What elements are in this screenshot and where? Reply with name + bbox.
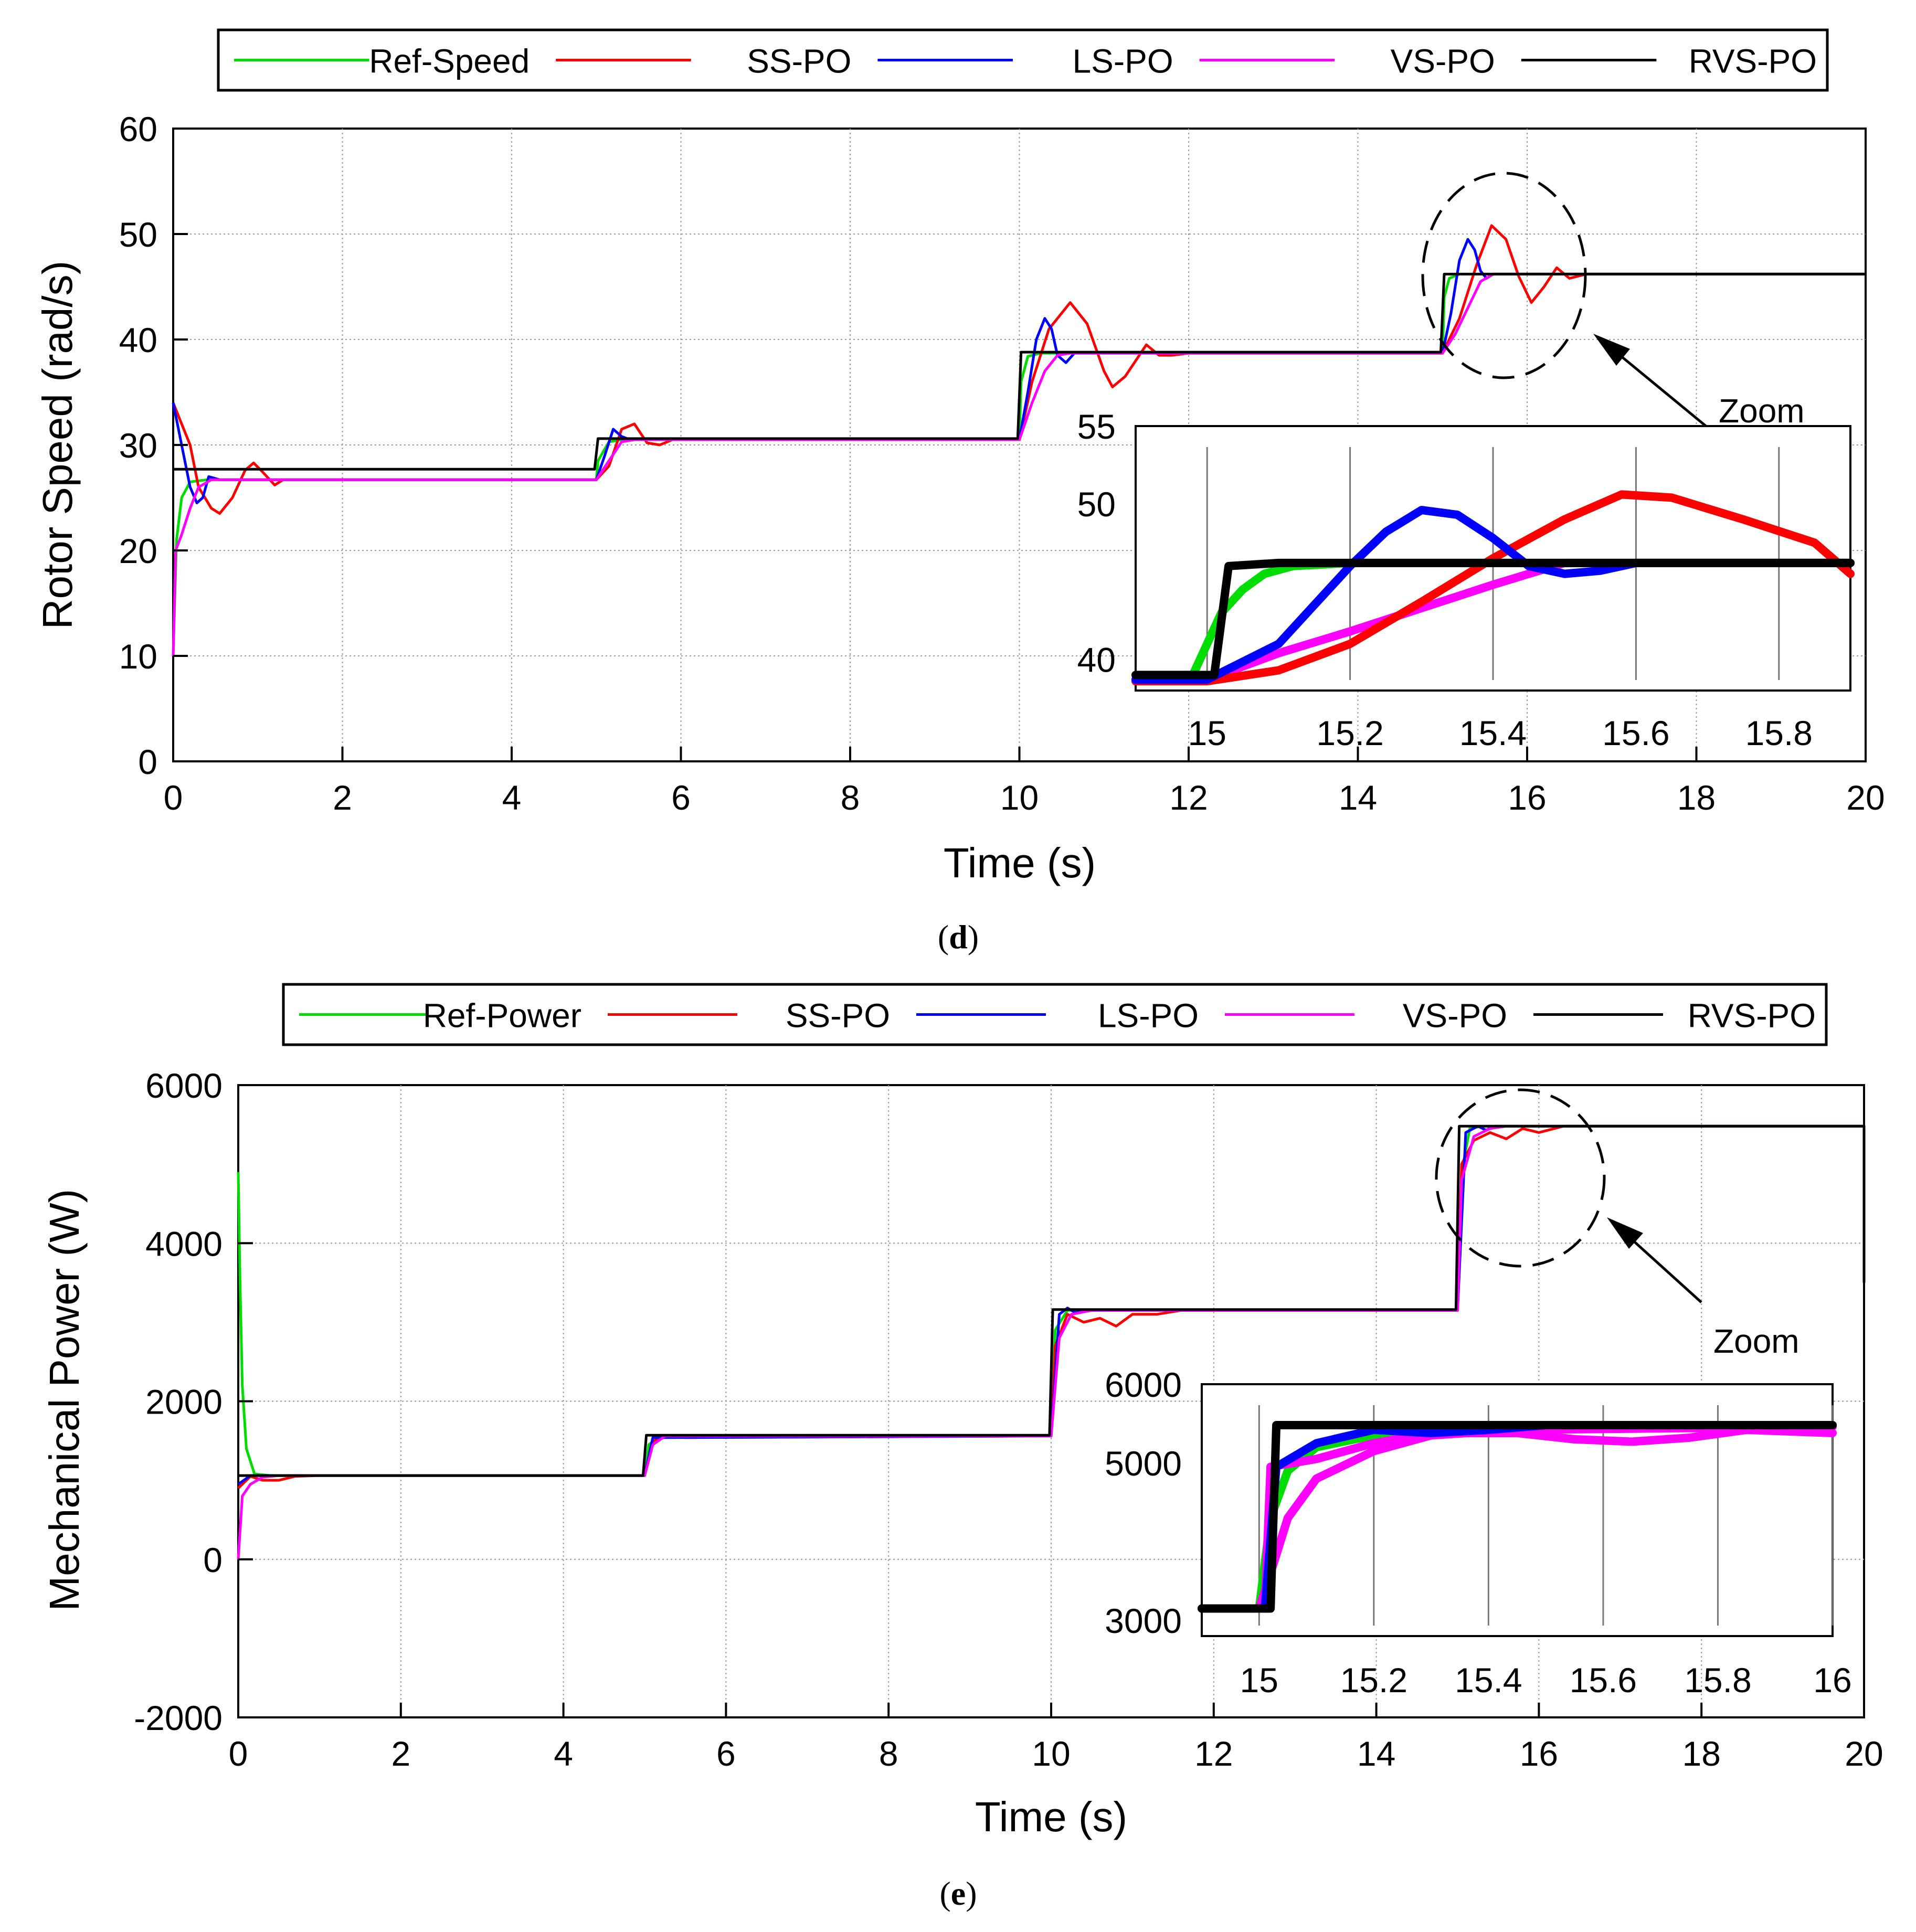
xlabel-d: Time (s) bbox=[944, 840, 1096, 886]
y-tick-label: -2000 bbox=[134, 1699, 223, 1737]
series-line-vs-po bbox=[237, 1124, 1864, 1559]
inset-x-tick-label: 16 bbox=[1813, 1661, 1851, 1700]
zoom-arrow-d bbox=[1593, 334, 1711, 430]
inset-x-tick-label: 15.8 bbox=[1684, 1661, 1751, 1700]
caption-d-close: ) bbox=[968, 918, 979, 956]
zoom-arrow-e bbox=[1607, 1217, 1702, 1303]
inset-series-line-rvs-po bbox=[1198, 1421, 1837, 1613]
x-tick-label: 18 bbox=[1682, 1734, 1720, 1773]
y-tick-label: 60 bbox=[119, 110, 157, 148]
x-tick-label: 12 bbox=[1194, 1734, 1233, 1773]
x-tick-label: 16 bbox=[1508, 778, 1546, 817]
zoom-label-d: Zoom bbox=[1719, 392, 1805, 430]
x-tick-label: 2 bbox=[391, 1734, 410, 1773]
panel-d: Ref-Speed SS-PO LS-PO VS-PO RVS-PO 0 2 4 6 8 10 12… bbox=[34, 28, 1885, 956]
x-tick-label: 10 bbox=[1000, 778, 1039, 817]
zoom-ellipse-d bbox=[1421, 172, 1587, 379]
x-tick-label: 16 bbox=[1520, 1734, 1558, 1773]
caption-e-close: ) bbox=[966, 1875, 977, 1912]
x-tick-label: 10 bbox=[1032, 1734, 1070, 1773]
y-tick-label: 50 bbox=[119, 215, 157, 254]
x-tick-label: 8 bbox=[879, 1734, 898, 1773]
x-tick-label: 8 bbox=[841, 778, 860, 817]
y-tick-label: 30 bbox=[119, 426, 157, 465]
series-line-vs-po bbox=[172, 272, 1866, 656]
inset-y-tick-label: 5000 bbox=[1105, 1444, 1182, 1483]
x-tick-label: 4 bbox=[502, 778, 522, 817]
series-line-rvs-po bbox=[238, 1124, 1866, 1477]
series-d bbox=[172, 224, 1866, 656]
legend-label-ls-po: LS-PO bbox=[1098, 997, 1199, 1035]
inset-y-tick-label: 40 bbox=[1077, 641, 1116, 680]
inset-series-line-rvs-po bbox=[1131, 558, 1855, 680]
zoom-ellipse-e bbox=[1435, 1088, 1606, 1268]
legend-label-ref-power: Ref-Power bbox=[423, 997, 581, 1035]
caption-d-open: ( bbox=[938, 918, 949, 956]
y-tick-label: 0 bbox=[203, 1541, 223, 1579]
legend-label-rvs-po: RVS-PO bbox=[1688, 997, 1816, 1035]
legend-label-rvs-po: RVS-PO bbox=[1689, 43, 1817, 80]
series-e bbox=[237, 1124, 1866, 1559]
inset-x-tick-label: 15.2 bbox=[1340, 1661, 1407, 1700]
legend-label-ls-po: LS-PO bbox=[1073, 43, 1173, 80]
legend-d: Ref-Speed SS-PO LS-PO VS-PO RVS-PO bbox=[217, 28, 1829, 92]
inset-x-tick-label: 15.4 bbox=[1459, 714, 1527, 752]
inset-e: 15 15.2 15.4 15.6 15.8 16 3000 5000 6000 bbox=[1105, 1365, 1852, 1700]
legend-label-vs-po: VS-PO bbox=[1403, 997, 1507, 1035]
inset-d: 15 15.2 15.4 15.6 15.8 40 50 55 bbox=[1077, 407, 1855, 752]
inset-x-tick-label: 15 bbox=[1188, 714, 1226, 752]
y-tick-label: 20 bbox=[119, 532, 157, 570]
caption-d-letter: d bbox=[949, 918, 968, 956]
x-tick-label: 6 bbox=[716, 1734, 736, 1773]
x-tick-label: 20 bbox=[1845, 1734, 1883, 1773]
x-tick-label: 14 bbox=[1357, 1734, 1395, 1773]
inset-x-tick-label: 15.2 bbox=[1316, 714, 1383, 752]
x-tick-label: 12 bbox=[1169, 778, 1208, 817]
inset-series-line-ls-po bbox=[1131, 506, 1855, 684]
caption-e-letter: e bbox=[951, 1875, 966, 1912]
legend-label-vs-po: VS-PO bbox=[1391, 43, 1495, 80]
x-tick-label: 2 bbox=[333, 778, 352, 817]
y-tick-label: 6000 bbox=[145, 1066, 223, 1105]
x-tick-label: 0 bbox=[229, 1734, 248, 1773]
caption-e: (e) bbox=[939, 1875, 977, 1912]
inset-x-tick-label: 15 bbox=[1240, 1661, 1278, 1700]
y-tick-label: 0 bbox=[138, 742, 157, 781]
inset-x-tick-label: 15.8 bbox=[1745, 714, 1813, 752]
y-tick-label: 10 bbox=[119, 637, 157, 676]
y-tick-label: 2000 bbox=[145, 1383, 223, 1421]
inset-y-tick-label: 6000 bbox=[1105, 1365, 1182, 1404]
x-tick-label: 0 bbox=[164, 778, 183, 817]
inset-x-tick-label: 15.4 bbox=[1455, 1661, 1522, 1700]
inset-y-tick-label: 3000 bbox=[1105, 1601, 1182, 1640]
x-tick-label: 20 bbox=[1846, 778, 1885, 817]
zoom-label-e: Zoom bbox=[1713, 1322, 1799, 1360]
legend-label-ref-speed: Ref-Speed bbox=[369, 43, 530, 80]
inset-series-line-ss-po bbox=[1131, 490, 1855, 686]
y-tick-label: 4000 bbox=[145, 1224, 223, 1263]
x-tick-label: 6 bbox=[671, 778, 691, 817]
legend-label-ss-po: SS-PO bbox=[747, 43, 851, 80]
x-tick-label: 4 bbox=[554, 1734, 573, 1773]
legend-label-ss-po: SS-PO bbox=[786, 997, 890, 1035]
series-line-rvs-po bbox=[173, 272, 1866, 471]
caption-e-open: ( bbox=[939, 1875, 950, 1912]
gridlines-d bbox=[173, 129, 1866, 761]
xlabel-e: Time (s) bbox=[975, 1793, 1127, 1840]
x-tick-label: 14 bbox=[1339, 778, 1377, 817]
ticks-d: 0 2 4 6 8 10 12 14 16 18 20 0 10 20 30 40 50 60 bbox=[119, 110, 1885, 817]
inset-x-tick-label: 15.6 bbox=[1602, 714, 1669, 752]
inset-y-tick-label: 55 bbox=[1077, 407, 1116, 446]
y-tick-label: 40 bbox=[119, 321, 157, 359]
inset-y-tick-label: 50 bbox=[1077, 485, 1116, 524]
x-tick-label: 18 bbox=[1677, 778, 1716, 817]
panel-e: Ref-Power SS-PO LS-PO VS-PO RVS-PO 0 2 4 6 8 10 12… bbox=[41, 983, 1883, 1912]
legend-e: Ref-Power SS-PO LS-PO VS-PO RVS-PO bbox=[282, 983, 1828, 1046]
inset-x-tick-label: 15.6 bbox=[1570, 1661, 1637, 1700]
caption-d: (d) bbox=[938, 918, 979, 956]
ylabel-e: Mechanical Power (W) bbox=[41, 1189, 88, 1611]
ylabel-d: Rotor Speed (rad/s) bbox=[34, 261, 81, 630]
